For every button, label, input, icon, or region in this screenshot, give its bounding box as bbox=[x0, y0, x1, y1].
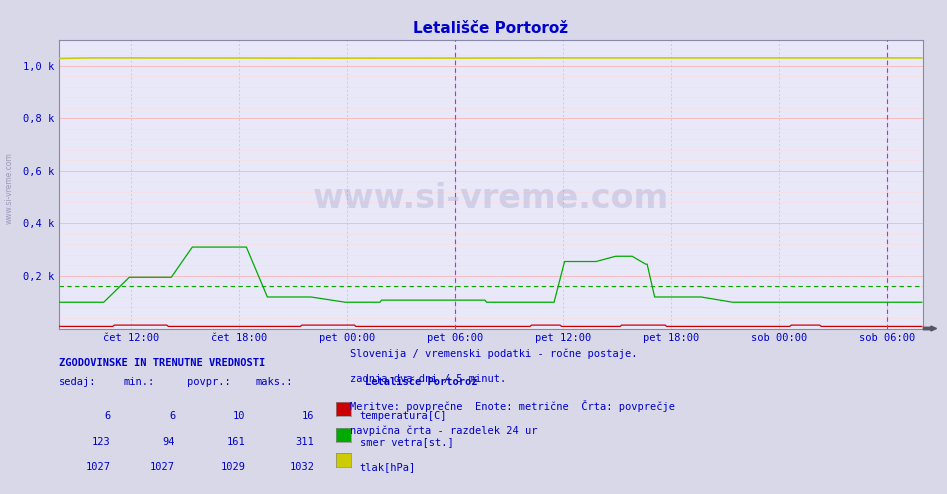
Text: 6: 6 bbox=[169, 411, 175, 421]
Text: 1027: 1027 bbox=[86, 462, 111, 472]
Text: povpr.:: povpr.: bbox=[187, 377, 230, 387]
Text: zadnja dva dni / 5 minut.: zadnja dva dni / 5 minut. bbox=[350, 374, 507, 384]
Text: 10: 10 bbox=[233, 411, 245, 421]
Text: temperatura[C]: temperatura[C] bbox=[360, 411, 447, 421]
Text: 1027: 1027 bbox=[151, 462, 175, 472]
Text: 6: 6 bbox=[104, 411, 111, 421]
Text: 311: 311 bbox=[295, 437, 314, 447]
Text: navpična črta - razdelek 24 ur: navpična črta - razdelek 24 ur bbox=[350, 425, 538, 436]
Text: Slovenija / vremenski podatki - ročne postaje.: Slovenija / vremenski podatki - ročne po… bbox=[350, 348, 638, 359]
Text: Meritve: povprečne  Enote: metrične  Črta: povprečje: Meritve: povprečne Enote: metrične Črta:… bbox=[350, 400, 675, 412]
Text: www.si-vreme.com: www.si-vreme.com bbox=[313, 182, 670, 215]
Title: Letališče Portorož: Letališče Portorož bbox=[414, 21, 568, 36]
Text: 1032: 1032 bbox=[290, 462, 314, 472]
Text: ZGODOVINSKE IN TRENUTNE VREDNOSTI: ZGODOVINSKE IN TRENUTNE VREDNOSTI bbox=[59, 358, 265, 368]
Text: tlak[hPa]: tlak[hPa] bbox=[360, 462, 416, 472]
Text: Letališče Portorož: Letališče Portorož bbox=[365, 377, 477, 387]
Text: min.:: min.: bbox=[123, 377, 154, 387]
Text: 94: 94 bbox=[163, 437, 175, 447]
Text: sedaj:: sedaj: bbox=[59, 377, 97, 387]
Text: 123: 123 bbox=[92, 437, 111, 447]
Text: 1029: 1029 bbox=[221, 462, 245, 472]
Text: 16: 16 bbox=[302, 411, 314, 421]
Text: smer vetra[st.]: smer vetra[st.] bbox=[360, 437, 454, 447]
Text: www.si-vreme.com: www.si-vreme.com bbox=[5, 152, 14, 224]
Text: maks.:: maks.: bbox=[256, 377, 294, 387]
Text: 161: 161 bbox=[226, 437, 245, 447]
